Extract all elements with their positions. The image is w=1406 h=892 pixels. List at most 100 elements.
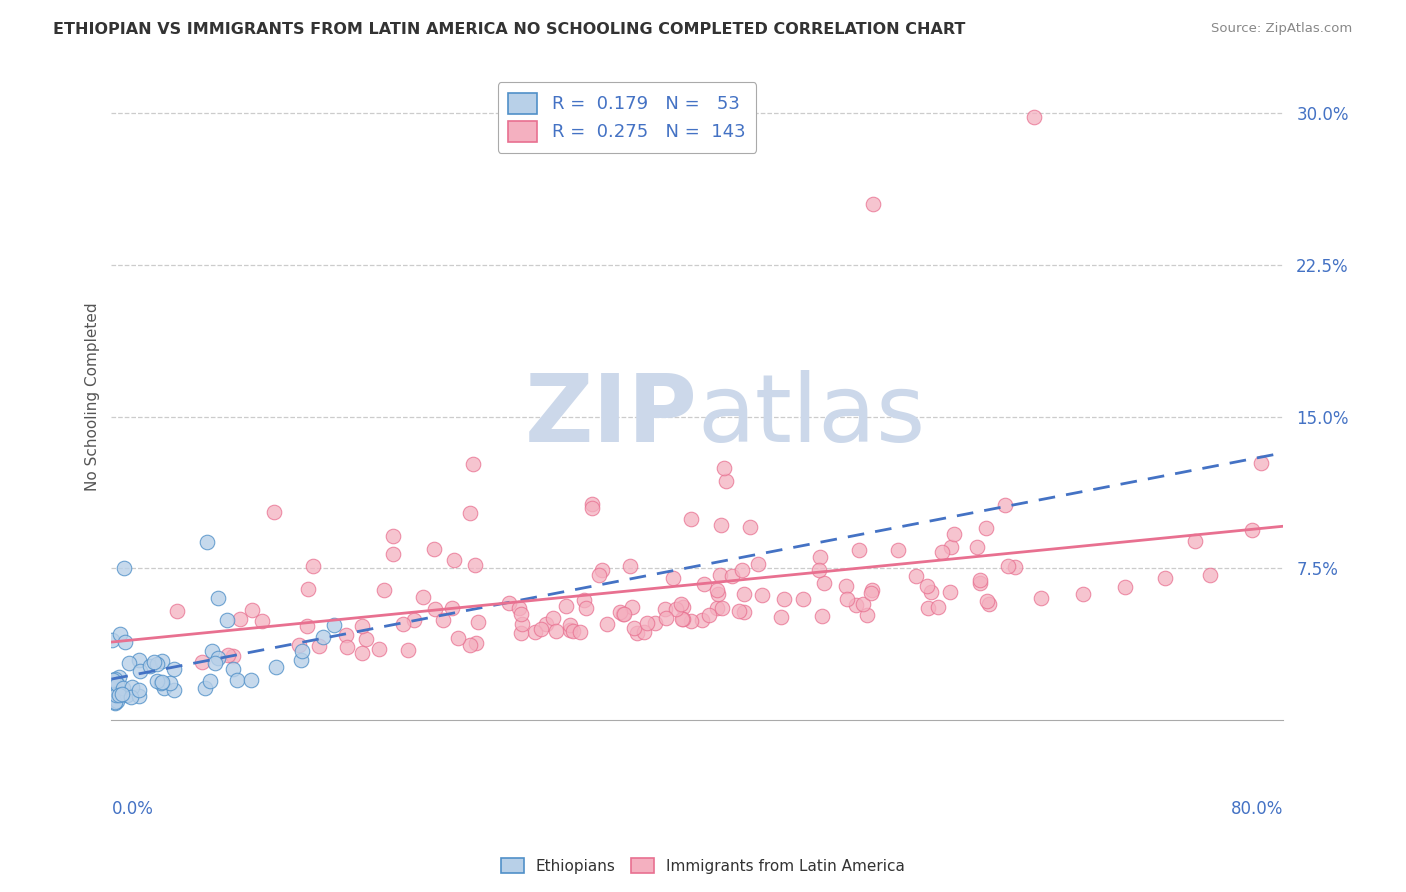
Point: [574, 601, 596, 615]
Point: [201, 644, 224, 658]
Point: [835, 579, 858, 593]
Point: [623, 621, 645, 635]
Point: [977, 598, 1000, 612]
Point: [290, 643, 312, 657]
Point: [108, 688, 131, 702]
Point: [105, 694, 128, 708]
Point: [301, 558, 323, 573]
Point: [769, 610, 792, 624]
Point: [523, 625, 546, 640]
Point: [733, 605, 755, 619]
Point: [163, 662, 186, 676]
Point: [568, 625, 591, 640]
Point: [159, 675, 181, 690]
Point: [633, 624, 655, 639]
Point: [672, 600, 695, 615]
Point: [612, 607, 634, 622]
Point: [229, 612, 252, 626]
Point: [266, 660, 288, 674]
Point: [128, 689, 150, 703]
Point: [101, 633, 124, 648]
Point: [150, 676, 173, 690]
Point: [146, 673, 169, 688]
Point: [104, 695, 127, 709]
Point: [290, 653, 312, 667]
Point: [101, 681, 124, 696]
Point: [581, 497, 603, 511]
Text: 0.0%: 0.0%: [111, 800, 153, 819]
Point: [288, 638, 311, 652]
Point: [464, 558, 486, 572]
Point: [713, 461, 735, 475]
Point: [458, 506, 481, 520]
Point: [690, 613, 713, 627]
Point: [845, 598, 868, 612]
Point: [107, 670, 129, 684]
Point: [207, 650, 229, 665]
Point: [121, 681, 143, 695]
Point: [905, 569, 928, 583]
Point: [467, 615, 489, 630]
Point: [612, 607, 634, 621]
Point: [425, 601, 447, 615]
Point: [709, 568, 731, 582]
Point: [128, 683, 150, 698]
Point: [848, 542, 870, 557]
Point: [460, 638, 482, 652]
Point: [120, 690, 142, 705]
Point: [263, 505, 285, 519]
Point: [591, 563, 613, 577]
Point: [555, 599, 578, 614]
Point: [1241, 523, 1264, 537]
Point: [1073, 587, 1095, 601]
Point: [432, 613, 454, 627]
Point: [969, 575, 991, 590]
Point: [381, 529, 404, 543]
Point: [966, 540, 988, 554]
Point: [835, 591, 858, 606]
Point: [443, 553, 465, 567]
Point: [811, 609, 834, 624]
Point: [195, 534, 218, 549]
Point: [747, 557, 769, 571]
Point: [221, 648, 243, 663]
Point: [143, 655, 166, 669]
Point: [721, 569, 744, 583]
Point: [544, 624, 567, 639]
Point: [118, 656, 141, 670]
Point: [927, 600, 949, 615]
Point: [855, 608, 877, 623]
Point: [730, 563, 752, 577]
Point: [671, 612, 693, 626]
Point: [312, 630, 335, 644]
Point: [1022, 111, 1045, 125]
Point: [441, 600, 464, 615]
Point: [727, 604, 749, 618]
Point: [308, 639, 330, 653]
Point: [240, 673, 263, 687]
Point: [976, 594, 998, 608]
Point: [297, 619, 319, 633]
Point: [710, 518, 733, 533]
Point: [104, 696, 127, 710]
Point: [706, 600, 728, 615]
Point: [943, 526, 966, 541]
Point: [679, 614, 702, 628]
Point: [813, 575, 835, 590]
Point: [716, 474, 738, 488]
Point: [352, 619, 374, 633]
Point: [1154, 570, 1177, 584]
Text: 80.0%: 80.0%: [1230, 800, 1284, 819]
Point: [862, 197, 884, 211]
Point: [461, 457, 484, 471]
Point: [665, 602, 688, 616]
Point: [103, 673, 125, 687]
Point: [108, 626, 131, 640]
Point: [191, 655, 214, 669]
Point: [382, 547, 405, 561]
Point: [105, 688, 128, 702]
Point: [373, 582, 395, 597]
Point: [114, 634, 136, 648]
Point: [105, 684, 128, 698]
Point: [396, 642, 419, 657]
